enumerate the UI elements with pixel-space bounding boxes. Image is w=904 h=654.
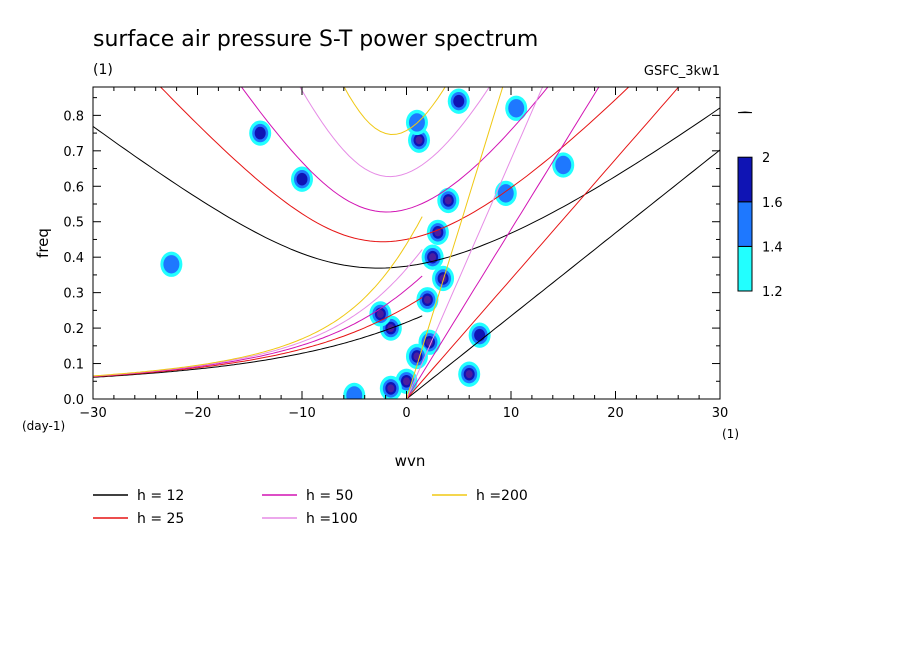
contour-level-3 (254, 126, 266, 140)
spectral-blob (369, 301, 392, 327)
spectral-blob (505, 95, 528, 121)
mrg-wave-curve (93, 216, 423, 377)
colorbar-label: 1.4 (762, 240, 783, 255)
x-axis-label: wvn (395, 452, 426, 470)
contour-level-4 (429, 253, 437, 262)
dispersion-curve-h25 (93, 87, 680, 399)
legend-label: h =200 (476, 488, 528, 504)
ig-wave-curve (93, 107, 720, 269)
contour-level-4 (425, 338, 433, 347)
ig-wave-curve (240, 87, 549, 213)
contour-level-4 (376, 309, 384, 318)
contour-level-2 (555, 155, 572, 175)
dispersion-curve-h200 (93, 87, 504, 399)
mrg-wave-curve (93, 296, 423, 378)
legend: h = 12 h = 25 h = 50 h =100 h =200 (93, 488, 528, 527)
colorbar-box (737, 201, 753, 247)
legend-label: h =100 (306, 511, 358, 527)
kelvin-wave-curve (406, 87, 504, 399)
y-tick-label: 0.4 (63, 251, 84, 266)
spectral-blob (160, 251, 183, 277)
legend-item: h = 25 (93, 511, 184, 527)
spectral-blob (421, 244, 444, 270)
y-axis-label: freq (34, 228, 52, 258)
spectral-blob (426, 219, 449, 246)
plot-area (93, 87, 720, 399)
spectral-blob (447, 88, 470, 114)
spectral-blob (416, 287, 439, 313)
spectral-blob (552, 152, 575, 178)
legend-item: h = 12 (93, 488, 184, 504)
colorbar-box (737, 245, 753, 292)
contour-level-4 (403, 377, 410, 386)
contour-level-2 (508, 99, 525, 118)
spectral-blob (458, 361, 481, 387)
spectral-blob (249, 120, 272, 146)
y-tick-label: 0.7 (63, 145, 84, 160)
colorbar-arrow (737, 111, 753, 114)
contour-level-3 (296, 172, 308, 186)
y-tick-labels: 0.0 0.1 0.2 0.3 0.4 0.5 0.6 0.7 0.8 (63, 109, 84, 408)
x-tick-label: 10 (503, 406, 520, 421)
contour-level-2 (163, 255, 180, 274)
contour-level-3 (474, 328, 486, 342)
colorbar-label: 1.2 (762, 285, 783, 300)
kelvin-wave-curve (406, 149, 720, 399)
legend-item: h = 50 (262, 488, 353, 504)
mrg-wave-curve (93, 315, 423, 378)
x-tick-label: −10 (288, 406, 315, 421)
dispersion-curves (93, 87, 720, 399)
ig-wave-curve (343, 87, 446, 136)
kelvin-wave-curve (406, 87, 544, 399)
y-tick-label: 0.8 (63, 109, 84, 124)
colorbar: 1.2 1.4 1.6 2 (737, 111, 783, 300)
x-tick-label: 0 (402, 406, 410, 421)
spectral-blob (468, 322, 491, 348)
chart-title: surface air pressure S-T power spectrum (93, 27, 538, 52)
y-tick-label: 0.6 (63, 180, 84, 195)
x-tick-label: 30 (712, 406, 729, 421)
chart-subtitle: (1) (93, 62, 113, 78)
legend-item: h =100 (262, 511, 358, 527)
x-unit-label: (1) (722, 427, 739, 441)
legend-item: h =200 (432, 488, 528, 504)
spectral-blob (437, 187, 460, 214)
plot-frame (92, 86, 721, 400)
ig-wave-curve (299, 87, 490, 178)
legend-label: h = 25 (137, 511, 184, 527)
x-tick-labels: −30 −20 −10 0 10 20 30 (79, 406, 728, 421)
contour-level-4 (415, 136, 423, 145)
y-unit-label: (day-1) (22, 419, 65, 433)
contour-level-4 (387, 384, 395, 393)
legend-label: h = 12 (137, 488, 184, 504)
kelvin-wave-curve (406, 87, 680, 399)
y-tick-label: 0.3 (63, 287, 84, 302)
x-tick-label: 20 (607, 406, 624, 421)
colorbar-label: 1.6 (762, 196, 783, 211)
y-tick-label: 0.0 (63, 393, 84, 408)
ig-wave-curve (159, 87, 630, 243)
contour-level-4 (444, 196, 452, 205)
contour-level-4 (423, 295, 431, 304)
x-tick-label: −20 (184, 406, 211, 421)
spectral-blob (432, 265, 455, 292)
contour-level-2 (346, 386, 363, 399)
colorbar-box (737, 156, 753, 203)
x-tick-label: −30 (79, 406, 106, 421)
source-label: GSFC_3kw1 (644, 64, 720, 79)
dispersion-curve-h12 (93, 107, 720, 399)
y-tick-label: 0.5 (63, 216, 84, 231)
spectral-blob (343, 382, 366, 399)
spectral-blob (291, 166, 313, 192)
contour-level-3 (453, 94, 465, 108)
spectral-blob (379, 375, 402, 399)
colorbar-label: 2 (762, 151, 770, 166)
y-tick-label: 0.2 (63, 322, 84, 337)
y-tick-label: 0.1 (63, 358, 84, 373)
kelvin-wave-curve (406, 87, 600, 399)
contour-level-4 (465, 370, 473, 379)
legend-label: h = 50 (306, 488, 353, 504)
spectral-blob (494, 180, 517, 207)
